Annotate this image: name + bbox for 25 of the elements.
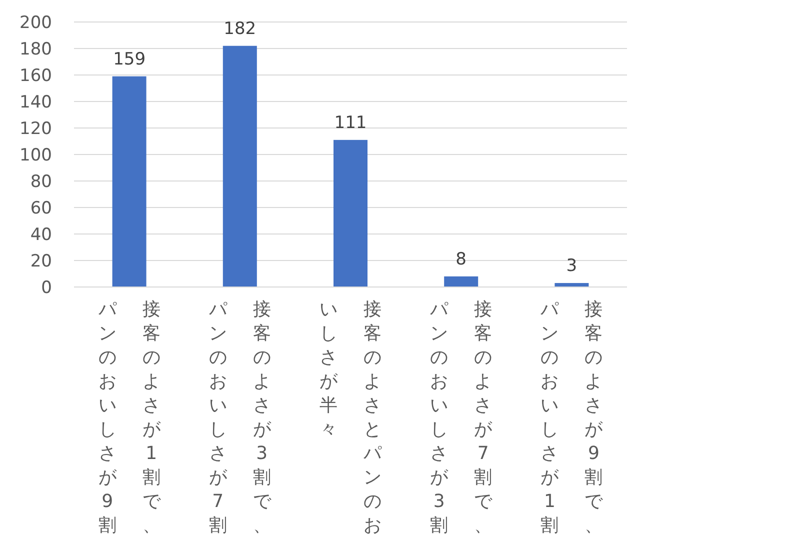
data-label: 111 — [334, 112, 367, 133]
y-tick-label: 80 — [30, 172, 52, 192]
y-tick-label: 160 — [20, 66, 52, 86]
y-tick-label: 60 — [30, 198, 52, 218]
bar — [112, 76, 146, 287]
category-label: 接客のよさとパンのおいしさが半々 — [320, 299, 382, 536]
category-label: 接客のよさが7割で、パンのおいしさが3割 — [430, 299, 492, 536]
category-label: 接客のよさが1割で、パンのおいしさが9割 — [98, 299, 160, 536]
category-label: 接客のよさが9割で、パンのおいしさが1割 — [540, 299, 603, 536]
y-tick-label: 200 — [20, 13, 52, 33]
y-tick-label: 140 — [20, 92, 52, 112]
bar — [334, 140, 368, 287]
data-label: 3 — [566, 256, 578, 276]
y-tick-label: 100 — [20, 146, 52, 166]
y-tick-label: 40 — [30, 225, 52, 245]
y-tick-label: 120 — [20, 119, 52, 139]
data-label: 159 — [113, 49, 146, 70]
data-label: 182 — [224, 18, 256, 39]
bar — [444, 276, 478, 287]
y-tick-label: 20 — [30, 252, 52, 272]
y-tick-label: 180 — [20, 40, 52, 60]
category-label: 接客のよさが3割で、パンのおいしさが7割 — [208, 299, 271, 536]
data-label: 8 — [456, 249, 467, 270]
y-tick-label: 0 — [41, 278, 52, 298]
bar — [222, 46, 257, 287]
